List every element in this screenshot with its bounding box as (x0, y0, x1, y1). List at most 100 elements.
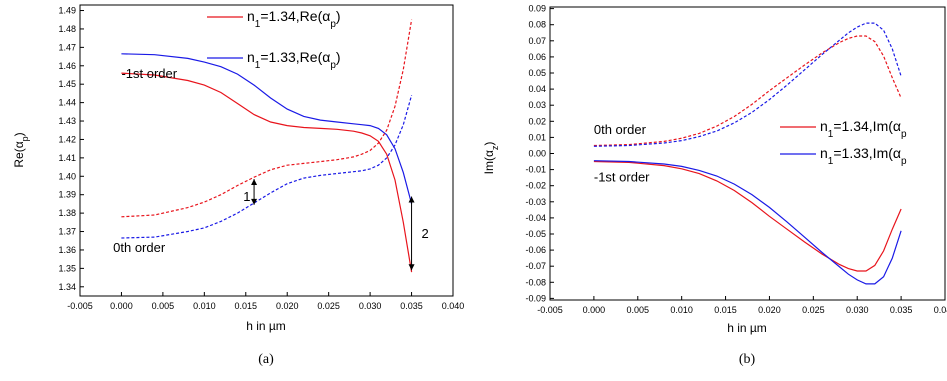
legend-label: n1=1.33,Im(αp (820, 145, 907, 167)
y-tick-label: 1.43 (58, 116, 76, 126)
y-tick-label: 1.44 (58, 98, 76, 108)
series-line (593, 160, 902, 285)
legend-subscript: 1 (255, 19, 261, 30)
x-axis-label-b: h in µm (727, 321, 767, 335)
series-line (121, 95, 413, 239)
legend-subscript: 1 (255, 60, 261, 71)
axis-ticks-a: -0.005 0.000 0.005 0.010 0.015 0.020 0.025 0.03… (58, 6, 464, 311)
legend-text: ) (336, 8, 341, 24)
x-tick-label: 0.010 (193, 301, 216, 311)
x-tick-label: 0.035 (890, 305, 913, 315)
y-tick-label: -0.04 (525, 213, 546, 223)
x-tick-label: 0.020 (758, 305, 781, 315)
y-tick-label: 0.04 (528, 84, 546, 94)
y-tick-label: 1.41 (58, 153, 76, 163)
x-tick-label: 0.025 (802, 305, 825, 315)
y-tick-label: 1.42 (58, 134, 76, 144)
y-tick-label: 0.01 (528, 132, 546, 142)
y-tick-label: -0.01 (525, 165, 546, 175)
annotation-label: 0th order (113, 240, 166, 255)
x-axis-label-a: h in µm (246, 319, 286, 333)
annotation-arrows-a (251, 179, 415, 271)
x-tick-label: 0.025 (317, 301, 340, 311)
y-label-close: ) (12, 132, 26, 136)
y-label-subscript: p (20, 136, 30, 141)
x-tick-label: 0.015 (235, 301, 258, 311)
y-tick-label: 1.45 (58, 79, 76, 89)
legend-text: =1.33,Re(α (260, 49, 330, 65)
series-lines-a (121, 19, 413, 273)
x-tick-label: 0.040 (442, 301, 465, 311)
series-line (121, 53, 413, 205)
y-tick-label: -0.08 (525, 277, 546, 287)
x-tick-label: 0.020 (276, 301, 299, 311)
legend-text: =1.33,Im(α (833, 145, 901, 161)
arrowhead-down-icon (251, 198, 258, 205)
x-tick-label: 0.000 (583, 305, 606, 315)
y-tick-label: 1.47 (58, 42, 76, 52)
y-tick-label: 1.36 (58, 245, 76, 255)
y-tick-label: 1.39 (58, 190, 76, 200)
legend-subscript: 1 (828, 156, 834, 167)
legend-subscript: p (330, 19, 336, 30)
y-tick-label: 0.02 (528, 116, 546, 126)
series-line (593, 160, 902, 272)
y-label-close: ) (482, 142, 496, 146)
annotation-label: 1 (243, 189, 250, 204)
y-tick-label: -0.06 (525, 245, 546, 255)
y-tick-label: 1.37 (58, 227, 76, 237)
chart-panel-a: -0.005 0.000 0.005 0.010 0.015 0.020 0.025 0.03… (12, 4, 464, 367)
annotations-a: -1st order 0th order 1 2 (113, 66, 429, 255)
legend-subscript: 1 (828, 129, 834, 140)
annotation-label: 0th order (594, 122, 647, 137)
axis-ticks-b: -0.005 0.000 0.005 0.010 0.015 0.020 0.025 0.03… (525, 4, 947, 315)
y-tick-label: 1.48 (58, 24, 76, 34)
y-tick-label: -0.03 (525, 197, 546, 207)
legend-label: n1=1.34,Im(αp (820, 118, 907, 140)
legend-subscript: p (901, 156, 907, 167)
y-tick-label: -0.07 (525, 261, 546, 271)
series-line (121, 72, 413, 273)
arrowhead-up-icon (251, 179, 258, 186)
series-line (593, 35, 902, 147)
x-tick-label: 0.015 (714, 305, 737, 315)
x-tick-label: 0.005 (152, 301, 175, 311)
legend-label: n1=1.33,Re(αp) (247, 49, 341, 71)
y-axis-label-b: Im(αz) (482, 142, 500, 175)
y-tick-label: 0.03 (528, 100, 546, 110)
series-line (593, 22, 902, 147)
x-tick-label: 0.030 (846, 305, 869, 315)
x-tick-label: 0.035 (400, 301, 423, 311)
caption-a: (a) (258, 352, 274, 367)
x-tick-label: 0.010 (670, 305, 693, 315)
legend-subscript: p (901, 129, 907, 140)
y-tick-label: 1.46 (58, 61, 76, 71)
caption-b: (b) (739, 352, 756, 367)
y-tick-label: -0.05 (525, 229, 546, 239)
y-tick-label: -0.09 (525, 293, 546, 303)
plot-frame-a (79, 4, 454, 297)
y-tick-label: 1.38 (58, 208, 76, 218)
y-tick-label: 0.08 (528, 20, 546, 30)
series-line (121, 19, 413, 218)
x-tick-label: 0.005 (627, 305, 650, 315)
x-tick-label: 0.040 (934, 305, 947, 315)
arrowhead-up-icon (408, 196, 415, 203)
y-label-subscript: z (490, 145, 500, 150)
legend-text: =1.34,Re(α (260, 8, 330, 24)
arrowhead-down-icon (408, 264, 415, 271)
legend-a: n1=1.34,Re(αp) n1=1.33,Re(αp) (207, 8, 341, 71)
legend-text: =1.34,Im(α (833, 118, 901, 134)
y-axis-label-a: Re(αp) (12, 132, 30, 167)
legend-b: n1=1.34,Im(αp n1=1.33,Im(αp (780, 118, 907, 167)
legend-text: ) (336, 49, 341, 65)
x-tick-label: -0.005 (537, 305, 563, 315)
y-tick-label: 0.06 (528, 52, 546, 62)
y-tick-label: 1.40 (58, 171, 76, 181)
y-tick-label: -0.02 (525, 181, 546, 191)
series-lines-b (593, 22, 902, 285)
legend-label: n1=1.34,Re(αp) (247, 8, 341, 30)
x-tick-label: 0.000 (110, 301, 133, 311)
annotation-label: 2 (422, 226, 429, 241)
